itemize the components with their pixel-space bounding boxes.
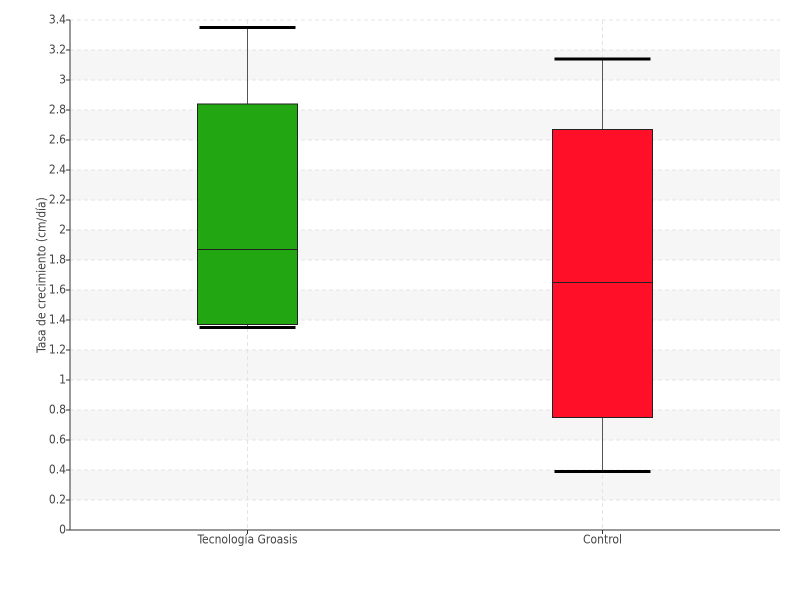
box (552, 129, 653, 418)
y-tick-label: 0.4 (49, 463, 66, 477)
y-tick-label: 2.4 (49, 163, 66, 177)
y-tick-label: 1.6 (49, 283, 66, 297)
box (197, 103, 298, 325)
y-tick-label: 0.6 (49, 433, 66, 447)
y-tick-label: 2.8 (49, 103, 66, 117)
y-tick-label: 1 (59, 373, 66, 387)
y-tick-label: 3 (59, 73, 66, 87)
grid-band (70, 230, 780, 260)
x-tick-label: Control (583, 533, 622, 547)
y-tick-label: 0.8 (49, 403, 66, 417)
x-tick-label: Tecnología Groasis (196, 533, 297, 547)
y-tick-label: 1.8 (49, 253, 66, 267)
grid-band (70, 350, 780, 380)
y-tick-label: 1.4 (49, 313, 66, 327)
y-tick-label: 3.2 (49, 43, 66, 57)
grid-band (70, 410, 780, 440)
y-tick-label: 1.2 (49, 343, 66, 357)
grid-band (70, 170, 780, 200)
grid-band (70, 110, 780, 140)
y-tick-label: 2 (59, 223, 66, 237)
y-axis-label: Tasa de crecimiento (cm/día) (35, 197, 49, 354)
y-tick-label: 2.2 (49, 193, 66, 207)
grid-band (70, 290, 780, 320)
y-tick-label: 3.4 (49, 13, 66, 27)
y-tick-label: 0.2 (49, 493, 66, 507)
grid-band (70, 50, 780, 80)
y-tick-label: 0 (59, 523, 66, 537)
grid-band (70, 470, 780, 500)
y-tick-label: 2.6 (49, 133, 66, 147)
